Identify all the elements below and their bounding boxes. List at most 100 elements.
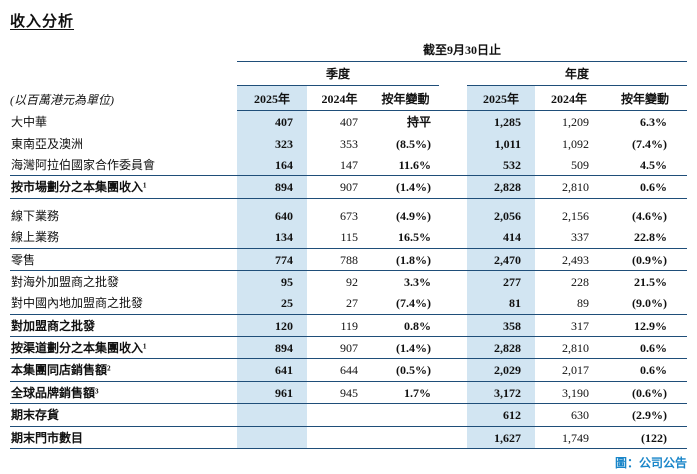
revenue-table: 截至9月30日止 季度 年度 (以百萬港元為單位) 2025年 2024年 按年…: [10, 41, 688, 450]
empty-cell: [10, 41, 237, 62]
cell-year-2025: 2,828: [467, 336, 535, 360]
period-header-row: 截至9月30日止: [10, 41, 688, 63]
table-row: 線上業務 134 115 16.5% 414 337 22.8%: [10, 226, 688, 249]
cell-quarter-2025: 407: [237, 110, 307, 133]
cell-year-2025: 2,828: [467, 175, 535, 199]
cell-year-change: (2.9%): [603, 403, 688, 427]
cell-quarter-2024: 907: [307, 175, 372, 199]
cell-year-change: 0.6%: [603, 358, 688, 382]
column-gap: [439, 111, 467, 133]
table-row-total: 按渠道劃分之本集團收入¹ 894 907 (1.4%) 2,828 2,810 …: [10, 336, 688, 360]
cell-quarter-2024: 27: [307, 292, 372, 315]
empty-cell: [10, 62, 237, 85]
cell-year-2025: 358: [467, 314, 535, 338]
column-gap: [439, 133, 467, 154]
cell-year-change: 12.9%: [603, 314, 688, 338]
column-gap: [439, 381, 467, 405]
cell-year-2024: 1,749: [535, 426, 603, 450]
quarter-yoy-header: 按年變動: [372, 85, 439, 112]
cell-quarter-2024: 907: [307, 336, 372, 360]
cell-year-2025: 532: [467, 153, 535, 177]
cell-year-2025: 2,056: [467, 198, 535, 227]
cell-year-2025: 81: [467, 292, 535, 315]
cell-year-change: 0.6%: [603, 175, 688, 199]
row-label: 海灣阿拉伯國家合作委員會: [10, 153, 237, 177]
cell-year-change: (0.6%): [603, 381, 688, 405]
cell-year-2025: 3,172: [467, 381, 535, 405]
table-row: 大中華 407 407 持平 1,285 1,209 6.3%: [10, 110, 687, 133]
cell-quarter-2025: 894: [237, 336, 307, 360]
cell-quarter-2024: 119: [307, 314, 372, 338]
cell-quarter-change: (7.4%): [372, 292, 439, 315]
cell-quarter-change: (1.8%): [372, 248, 439, 271]
cell-year-2024: 630: [535, 403, 603, 427]
cell-quarter-2024: 92: [346, 274, 358, 289]
cell-year-change: 22.8%: [603, 226, 688, 249]
column-gap: [439, 426, 467, 450]
cell-quarter-change: 1.7%: [372, 381, 439, 405]
row-label: 全球品牌銷售額³: [10, 381, 237, 405]
cell-year-2025: 1,011: [467, 132, 535, 154]
table-row-total: 全球品牌銷售額³ 961 945 1.7% 3,172 3,190 (0.6%): [10, 381, 688, 405]
row-label: 線上業務: [10, 226, 237, 249]
cell-quarter-change: [372, 426, 439, 450]
cell-year-2025: 414: [467, 226, 535, 249]
quarter-group-header: 季度: [237, 61, 439, 86]
cell-quarter-2024: 353: [340, 136, 358, 151]
cell-quarter-2024: 115: [307, 226, 372, 249]
cell-year-change: 4.5%: [603, 153, 688, 177]
column-gap: [439, 175, 467, 199]
cell-year-2024: 1,209: [562, 115, 589, 130]
cell-year-2024: 2,810: [535, 175, 603, 199]
cell-quarter-change: 16.5%: [372, 226, 439, 249]
column-gap: [439, 270, 467, 292]
cell-year-change: (122): [603, 426, 688, 450]
cell-year-2024: 228: [571, 274, 589, 289]
cell-year-2024: 2,017: [535, 358, 603, 382]
column-gap: [439, 153, 467, 177]
column-gap: [439, 336, 467, 360]
cell-year-2024: 2,493: [535, 248, 603, 271]
cell-year-change: (9.0%): [603, 292, 688, 315]
cell-year-change: 21.5%: [634, 274, 668, 289]
cell-quarter-2025: 961: [237, 381, 307, 405]
row-label: 按市場劃分之本集團收入¹: [10, 175, 237, 199]
cell-year-change: (7.4%): [632, 136, 668, 151]
cell-year-2024: 1,092: [562, 136, 589, 151]
cell-quarter-2025: [237, 403, 307, 427]
cell-year-change: (4.6%): [632, 208, 668, 223]
cell-quarter-2024: 945: [307, 381, 372, 405]
cell-year-2024: 509: [535, 153, 603, 177]
row-label: 零售: [10, 248, 237, 271]
column-gap: [439, 62, 467, 85]
cell-quarter-2025: 641: [237, 358, 307, 382]
table-row: 海灣阿拉伯國家合作委員會 164 147 11.6% 532 509 4.5%: [10, 153, 688, 177]
row-label: 大中華: [11, 115, 48, 130]
column-header-row: (以百萬港元為單位) 2025年 2024年 按年變動 2025年 2024年 …: [10, 85, 688, 112]
column-gap: [439, 226, 467, 249]
row-label: 本集團同店銷售額²: [10, 358, 237, 382]
cell-quarter-2025: 164: [237, 153, 307, 177]
unit-note: (以百萬港元為單位): [10, 93, 114, 108]
year-2025-header: 2025年: [467, 85, 535, 112]
table-row-total: 期末存貨 612 630 (2.9%): [10, 403, 688, 427]
cell-quarter-change: (8.5%): [396, 136, 431, 151]
table-row: 對中國內地加盟商之批發 25 27 (7.4%) 81 89 (9.0%): [10, 292, 688, 315]
column-gap: [439, 358, 467, 382]
cell-quarter-change: 3.3%: [404, 274, 431, 289]
row-label: 對加盟商之批發: [10, 314, 237, 338]
column-gap: [439, 314, 467, 338]
column-gap: [439, 85, 467, 112]
cell-year-2025: 1,285: [467, 110, 535, 133]
cell-year-2024: 89: [535, 292, 603, 315]
table-row: 零售 774 788 (1.8%) 2,470 2,493 (0.9%): [10, 248, 688, 271]
cell-quarter-change: (1.4%): [372, 175, 439, 199]
group-header-row: 季度 年度: [10, 61, 688, 86]
table-row-total: 對加盟商之批發 120 119 0.8% 358 317 12.9%: [10, 314, 688, 338]
year-yoy-header: 按年變動: [603, 85, 688, 112]
page-title: 收入分析: [10, 14, 75, 30]
cell-year-2024: 317: [535, 314, 603, 338]
cell-year-2024: 3,190: [535, 381, 603, 405]
cell-year-change: 0.6%: [603, 336, 688, 360]
